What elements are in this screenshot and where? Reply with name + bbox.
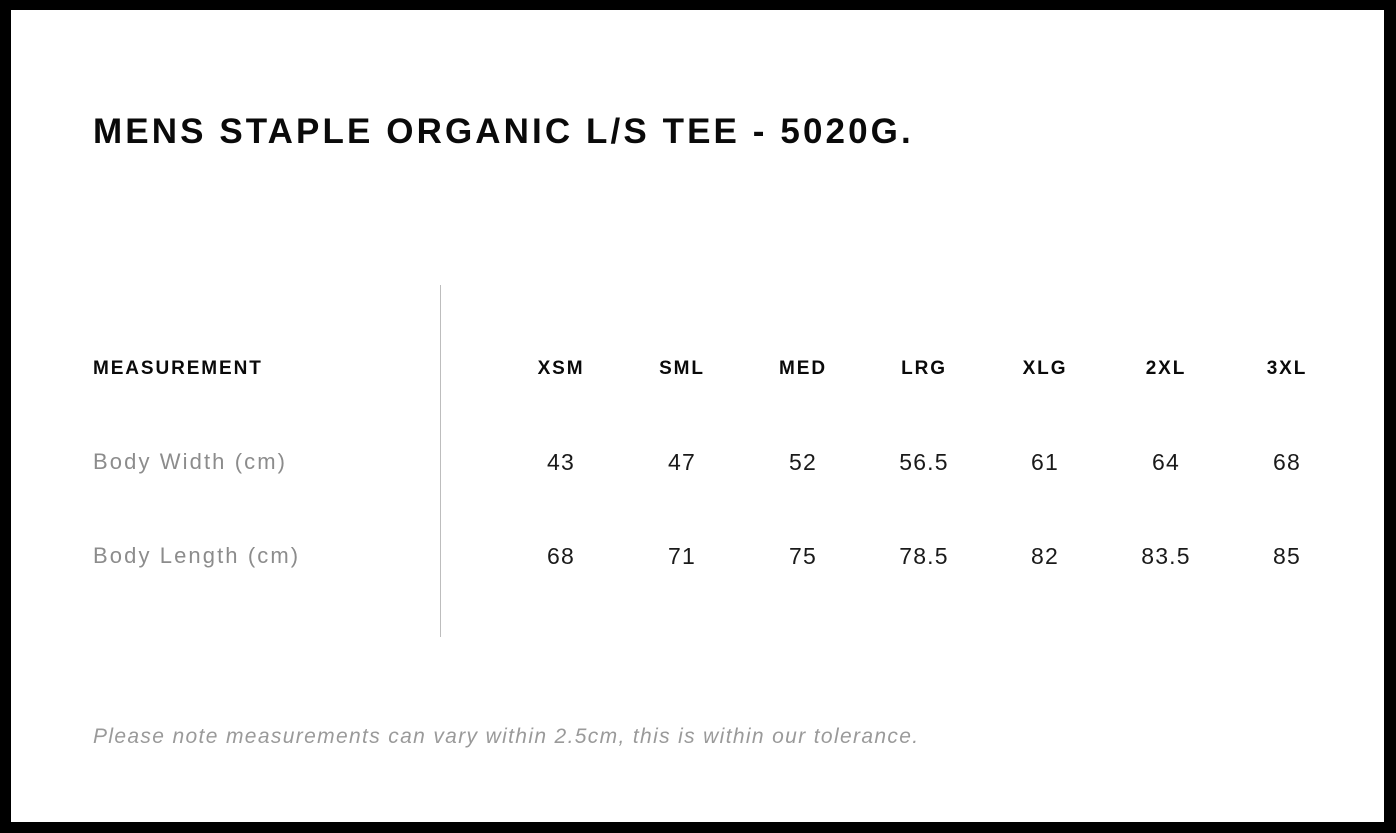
- size-header-xlg: XLG: [1022, 358, 1068, 379]
- cell-body-width-xsm: 43: [547, 449, 575, 475]
- size-header-lrg: LRG: [901, 358, 947, 379]
- row-label-body-width: Body Width (cm): [93, 449, 288, 474]
- column-divider: [440, 285, 441, 637]
- size-header-sml: SML: [659, 358, 705, 379]
- cell-body-width-med: 52: [789, 449, 817, 475]
- measurement-column-header: MEASUREMENT: [93, 358, 263, 379]
- cell-body-length-2xl: 83.5: [1141, 543, 1191, 569]
- size-chart-card: MENS STAPLE ORGANIC L/S TEE - 5020G. MEA…: [11, 10, 1384, 822]
- size-chart-table: MEASUREMENT XSM SML MED LRG XLG 2XL 3XL …: [11, 10, 1384, 822]
- table-row: Body Length (cm) 68 71 75 78.5 82 83.5 8…: [11, 541, 1384, 571]
- cell-body-length-med: 75: [789, 543, 817, 569]
- tolerance-footnote: Please note measurements can vary within…: [93, 725, 920, 748]
- size-header-3xl: 3XL: [1266, 358, 1308, 379]
- cell-body-width-sml: 47: [668, 449, 696, 475]
- cell-body-width-2xl: 64: [1152, 449, 1180, 475]
- cell-body-length-xlg: 82: [1031, 543, 1059, 569]
- page-title: MENS STAPLE ORGANIC L/S TEE - 5020G.: [93, 112, 914, 151]
- size-header-med: MED: [779, 358, 827, 379]
- table-row: Body Width (cm) 43 47 52 56.5 61 64 68: [11, 447, 1384, 477]
- cell-body-length-3xl: 85: [1273, 543, 1301, 569]
- cell-body-length-lrg: 78.5: [899, 543, 949, 569]
- cell-body-length-sml: 71: [668, 543, 696, 569]
- size-header-2xl: 2XL: [1145, 358, 1187, 379]
- cell-body-length-xsm: 68: [547, 543, 575, 569]
- cell-body-width-lrg: 56.5: [899, 449, 949, 475]
- cell-body-width-3xl: 68: [1273, 449, 1301, 475]
- table-header-row: MEASUREMENT XSM SML MED LRG XLG 2XL 3XL: [11, 354, 1384, 384]
- row-label-body-length: Body Length (cm): [93, 543, 301, 568]
- size-header-xsm: XSM: [537, 358, 585, 379]
- cell-body-width-xlg: 61: [1031, 449, 1059, 475]
